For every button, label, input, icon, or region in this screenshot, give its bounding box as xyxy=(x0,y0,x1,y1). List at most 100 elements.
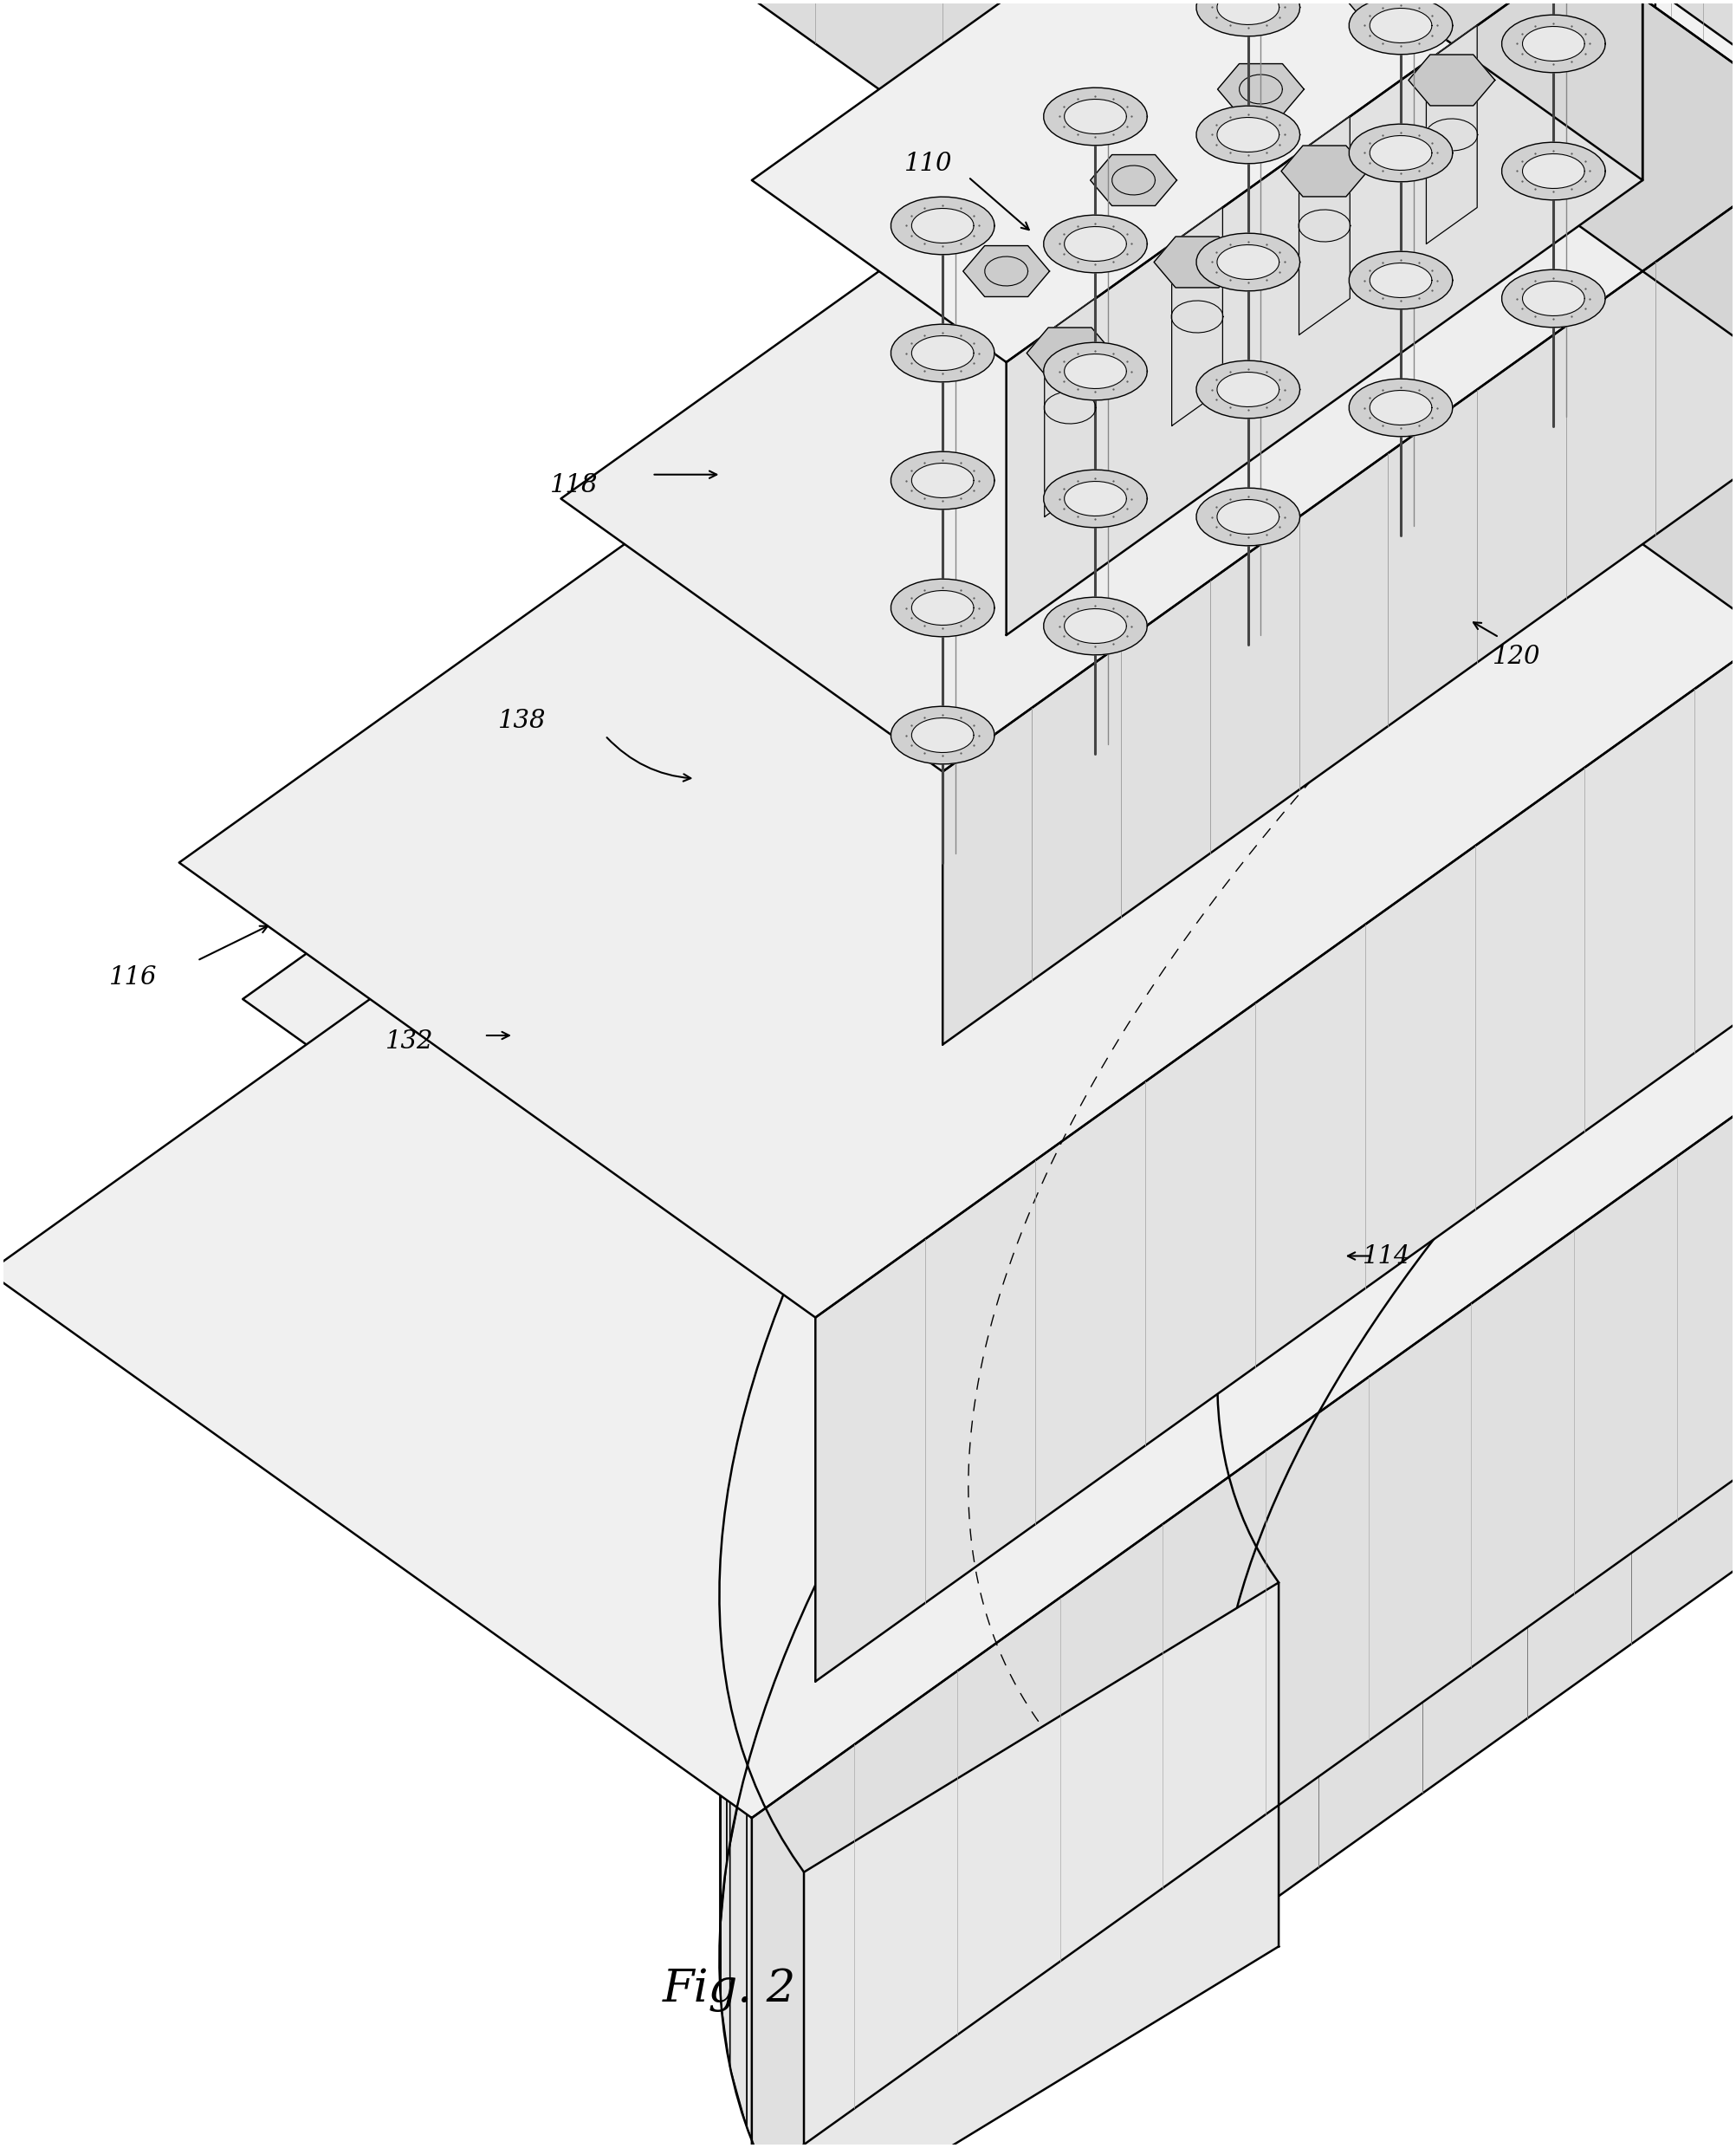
Polygon shape xyxy=(1503,0,1630,279)
Polygon shape xyxy=(1043,88,1147,146)
Polygon shape xyxy=(179,0,1736,1317)
Polygon shape xyxy=(771,1544,1279,1873)
Polygon shape xyxy=(1384,425,1479,872)
Polygon shape xyxy=(990,848,1055,1297)
Polygon shape xyxy=(1522,26,1585,60)
Polygon shape xyxy=(1502,15,1606,73)
Polygon shape xyxy=(764,1145,1272,1347)
Polygon shape xyxy=(963,245,1050,296)
Polygon shape xyxy=(891,451,995,509)
Polygon shape xyxy=(1299,116,1351,335)
Text: 116: 116 xyxy=(109,967,158,990)
Polygon shape xyxy=(1064,354,1127,389)
Polygon shape xyxy=(1055,763,1128,1211)
Polygon shape xyxy=(804,1583,1279,2148)
Polygon shape xyxy=(1043,342,1147,400)
Polygon shape xyxy=(1351,0,1477,389)
Polygon shape xyxy=(1389,0,1642,180)
Polygon shape xyxy=(1064,481,1127,516)
Polygon shape xyxy=(1370,391,1432,425)
Polygon shape xyxy=(832,1104,878,1551)
Polygon shape xyxy=(1370,135,1432,170)
Polygon shape xyxy=(1408,54,1495,105)
Polygon shape xyxy=(1026,329,1113,378)
Polygon shape xyxy=(764,1267,795,1712)
Polygon shape xyxy=(1043,470,1147,528)
Polygon shape xyxy=(746,1504,1255,1819)
Polygon shape xyxy=(866,0,1630,189)
Polygon shape xyxy=(891,198,995,256)
Polygon shape xyxy=(1370,262,1432,299)
Polygon shape xyxy=(727,1257,1233,1499)
Polygon shape xyxy=(1451,0,1736,408)
Polygon shape xyxy=(1217,64,1304,114)
Text: Fig. 2: Fig. 2 xyxy=(663,1968,797,2013)
Polygon shape xyxy=(891,324,995,382)
Text: 118: 118 xyxy=(550,473,599,498)
Polygon shape xyxy=(561,0,1325,408)
Polygon shape xyxy=(795,1186,832,1632)
Polygon shape xyxy=(911,464,974,498)
Polygon shape xyxy=(1389,0,1736,816)
Polygon shape xyxy=(1217,0,1279,24)
Polygon shape xyxy=(832,1025,1332,1186)
Polygon shape xyxy=(1522,155,1585,189)
Polygon shape xyxy=(1349,251,1453,309)
Polygon shape xyxy=(911,335,974,369)
Polygon shape xyxy=(1064,608,1127,644)
Polygon shape xyxy=(1427,26,1477,245)
Polygon shape xyxy=(1656,0,1736,172)
Polygon shape xyxy=(990,840,1462,934)
Polygon shape xyxy=(816,453,1736,1682)
Polygon shape xyxy=(911,208,974,243)
Polygon shape xyxy=(720,1639,729,2066)
Polygon shape xyxy=(771,1819,804,2148)
Polygon shape xyxy=(1208,593,1293,1042)
Polygon shape xyxy=(1064,99,1127,133)
Polygon shape xyxy=(243,180,1736,1544)
Polygon shape xyxy=(1217,118,1279,153)
Polygon shape xyxy=(891,580,995,636)
Polygon shape xyxy=(1345,0,1430,24)
Polygon shape xyxy=(1502,142,1606,200)
Polygon shape xyxy=(1196,0,1300,37)
Text: 132: 132 xyxy=(385,1029,434,1055)
Polygon shape xyxy=(1007,0,1642,636)
Polygon shape xyxy=(1128,677,1208,1126)
Polygon shape xyxy=(1196,361,1300,419)
Polygon shape xyxy=(891,707,995,765)
Text: 110: 110 xyxy=(904,153,953,176)
Polygon shape xyxy=(1055,763,1514,848)
Polygon shape xyxy=(1154,236,1241,288)
Polygon shape xyxy=(1090,155,1177,206)
Polygon shape xyxy=(720,1413,1226,1703)
Polygon shape xyxy=(1128,677,1571,778)
Polygon shape xyxy=(1370,9,1432,43)
Polygon shape xyxy=(720,1312,1222,1570)
Polygon shape xyxy=(1198,0,1325,498)
Polygon shape xyxy=(1293,509,1384,956)
Polygon shape xyxy=(727,1424,741,1862)
Polygon shape xyxy=(746,1764,771,2148)
Polygon shape xyxy=(741,1347,764,1787)
Polygon shape xyxy=(1522,281,1585,316)
Polygon shape xyxy=(795,1085,1299,1267)
Polygon shape xyxy=(878,964,1370,1104)
Polygon shape xyxy=(911,717,974,752)
Polygon shape xyxy=(930,934,990,1383)
Polygon shape xyxy=(1349,378,1453,436)
Text: 114: 114 xyxy=(1363,1244,1411,1267)
Polygon shape xyxy=(1172,208,1222,425)
Polygon shape xyxy=(720,1499,727,1933)
Polygon shape xyxy=(729,1461,1238,1764)
Polygon shape xyxy=(752,0,1642,363)
Polygon shape xyxy=(1043,597,1147,655)
Polygon shape xyxy=(1217,500,1279,535)
Polygon shape xyxy=(930,902,1413,1018)
Polygon shape xyxy=(1196,234,1300,290)
Polygon shape xyxy=(1043,215,1147,273)
Polygon shape xyxy=(729,1703,746,2127)
Text: 120: 120 xyxy=(1493,644,1540,668)
Polygon shape xyxy=(911,591,974,625)
Polygon shape xyxy=(1281,146,1368,198)
